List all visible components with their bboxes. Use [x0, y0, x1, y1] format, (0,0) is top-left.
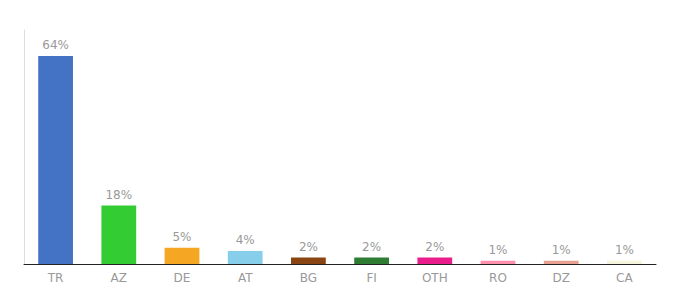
svg-text:AT: AT — [238, 271, 253, 285]
svg-text:5%: 5% — [172, 230, 191, 244]
svg-text:BG: BG — [300, 271, 317, 285]
svg-text:CA: CA — [616, 271, 633, 285]
svg-text:1%: 1% — [552, 243, 571, 257]
svg-text:TR: TR — [47, 271, 64, 285]
svg-text:RO: RO — [489, 271, 507, 285]
svg-text:18%: 18% — [105, 188, 132, 202]
svg-text:2%: 2% — [425, 240, 444, 254]
svg-text:AZ: AZ — [111, 271, 127, 285]
svg-text:DZ: DZ — [552, 271, 569, 285]
svg-text:1%: 1% — [615, 243, 634, 257]
svg-text:1%: 1% — [488, 243, 507, 257]
svg-text:FI: FI — [366, 271, 376, 285]
svg-text:64%: 64% — [42, 38, 69, 52]
svg-text:DE: DE — [174, 271, 191, 285]
svg-text:OTH: OTH — [422, 271, 448, 285]
svg-text:2%: 2% — [299, 240, 318, 254]
svg-text:4%: 4% — [236, 233, 255, 247]
svg-text:2%: 2% — [362, 240, 381, 254]
